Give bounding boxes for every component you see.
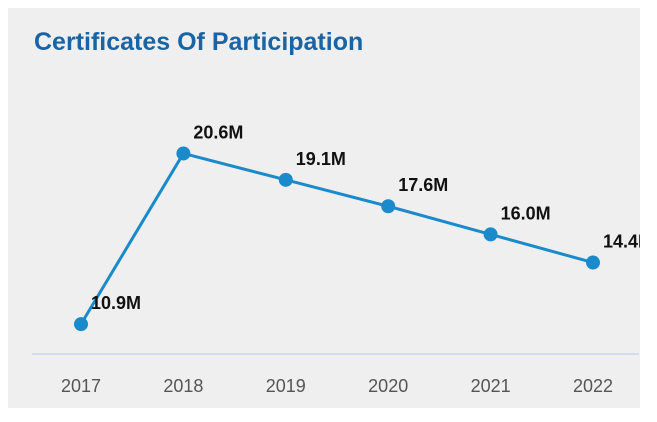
x-tick-label: 2020 [368, 376, 408, 396]
data-point[interactable] [278, 172, 293, 187]
series-line [79, 151, 594, 325]
data-point[interactable] [176, 146, 191, 161]
data-label: 16.0M [501, 203, 551, 223]
data-label: 19.1M [296, 149, 346, 169]
x-tick-label: 2018 [163, 376, 203, 396]
data-point[interactable] [381, 199, 396, 214]
data-label: 17.6M [398, 175, 448, 195]
line-chart: 2017 2018 2019 2020 2021 2022 10.9M 20.6M 19.1M 1… [32, 122, 640, 396]
x-tick-label: 2017 [61, 376, 101, 396]
chart-panel: Certificates Of Participation 2017 2018 20… [8, 8, 640, 408]
data-label: 14.4M [603, 232, 640, 252]
x-tick-label: 2021 [471, 376, 511, 396]
x-tick-label: 2022 [573, 376, 613, 396]
data-point[interactable] [74, 317, 88, 332]
chart-title: Certificates Of Participation [34, 28, 364, 56]
data-point[interactable] [586, 255, 600, 270]
x-tick-label: 2019 [266, 376, 306, 396]
data-label: 10.9M [91, 293, 141, 313]
data-point[interactable] [483, 227, 498, 242]
data-label: 20.6M [193, 122, 243, 142]
